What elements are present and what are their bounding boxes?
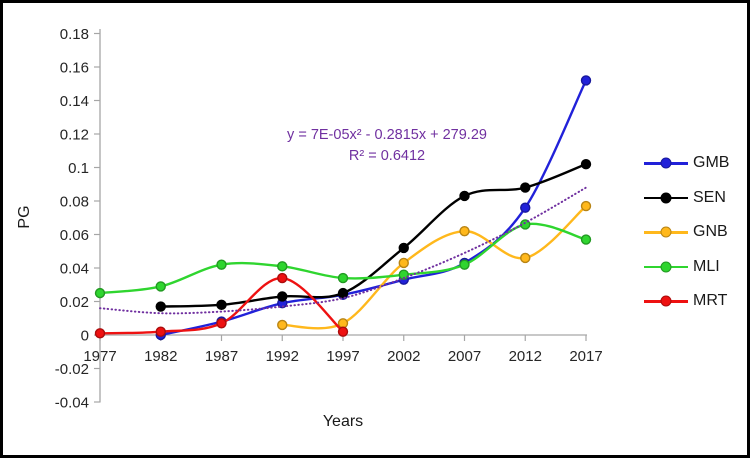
series-MRT	[94, 272, 349, 339]
legend-item-GMB: GMB	[644, 146, 744, 181]
legend-dot-icon	[660, 226, 672, 238]
data-point-SEN	[337, 287, 349, 299]
trendline-r-squared: R² = 0.6412	[348, 148, 426, 164]
y-tick-label: -0.04	[55, 394, 89, 411]
legend-item-SEN: SEN	[644, 181, 744, 216]
x-tick-label: 2002	[387, 348, 420, 365]
data-point-MLI	[337, 272, 349, 284]
y-tick-label: -0.02	[55, 361, 89, 378]
y-tick-label: 0.1	[68, 160, 89, 177]
data-point-GNB	[277, 319, 288, 331]
data-point-GNB	[580, 200, 592, 212]
data-point-SEN	[398, 242, 409, 254]
data-point-MLI	[216, 259, 227, 270]
data-point-MLI	[398, 269, 409, 280]
legend-dot-icon	[660, 192, 672, 204]
y-tick-label: 0.16	[60, 59, 89, 76]
y-tick-label: 0.04	[60, 260, 89, 277]
series-SEN	[155, 158, 592, 312]
legend-marker-SEN	[644, 192, 688, 204]
data-point-GNB	[459, 225, 470, 237]
x-tick-label: 2007	[448, 348, 481, 365]
data-point-MRT	[216, 318, 227, 329]
legend-marker-GMB	[644, 157, 688, 169]
data-point-MLI	[459, 259, 470, 270]
data-point-GMB	[580, 75, 592, 86]
series-GNB	[277, 200, 592, 331]
legend-label-SEN: SEN	[693, 188, 726, 206]
data-point-MRT	[155, 326, 166, 337]
trendline-dotted	[99, 186, 587, 315]
trendline-annotation: y = 7E-05x² - 0.2815x + 279.29 R² = 0.64…	[287, 125, 487, 167]
y-axis-title: PG	[16, 205, 33, 229]
data-point-MRT	[337, 326, 349, 337]
series-line-MRT	[98, 276, 345, 335]
legend-label-GMB: GMB	[693, 154, 730, 172]
x-tick-label: 1992	[266, 348, 299, 365]
data-point-SEN	[216, 299, 227, 311]
data-point-SEN	[520, 182, 531, 193]
x-tick-label: 2017	[569, 348, 602, 365]
data-point-MLI	[155, 281, 166, 292]
y-tick-label: 0	[81, 327, 89, 344]
x-tick-label: 1982	[144, 348, 177, 365]
axes: 0.18 0.16 0.14 0.12 0.1 0.08 0.06 0.04 0.02 0 -0.0…	[55, 26, 603, 412]
legend-marker-MLI	[644, 261, 688, 273]
x-axis-title: Years	[322, 413, 364, 430]
legend: GMB SEN GNB MLI MRT	[644, 146, 744, 319]
legend-item-MRT: MRT	[644, 284, 744, 319]
y-tick-label: 0.12	[60, 126, 89, 143]
trendline-equation: y = 7E-05x² - 0.2815x + 279.29	[287, 127, 487, 143]
data-point-MRT	[94, 328, 106, 339]
data-point-SEN	[155, 301, 166, 312]
x-tick-label: 1997	[326, 348, 359, 365]
legend-dot-icon	[660, 295, 672, 307]
legend-dot-icon	[660, 157, 672, 169]
data-point-MLI	[94, 287, 106, 299]
legend-marker-MRT	[644, 295, 688, 307]
y-tick-label: 0.18	[60, 26, 89, 43]
legend-label-GNB: GNB	[693, 223, 728, 241]
legend-marker-GNB	[644, 226, 688, 238]
legend-item-MLI: MLI	[644, 250, 744, 285]
plot-area: 0.18 0.16 0.14 0.12 0.1 0.08 0.06 0.04 0.02 0 -0.0…	[55, 26, 603, 412]
data-point-MLI	[277, 261, 288, 272]
data-point-MLI	[580, 234, 592, 245]
legend-label-MRT: MRT	[693, 292, 728, 310]
data-point-SEN	[580, 158, 592, 170]
data-point-GMB	[520, 202, 531, 213]
data-point-MRT	[277, 272, 288, 284]
x-tick-label: 2012	[509, 348, 542, 365]
y-tick-label: 0.14	[60, 93, 89, 110]
y-tick-label: 0.08	[60, 193, 89, 210]
x-tick-label: 1987	[205, 348, 238, 365]
data-point-SEN	[459, 190, 470, 202]
y-tick-label: 0.06	[60, 227, 89, 244]
legend-dot-icon	[660, 261, 672, 273]
data-point-GNB	[520, 252, 531, 264]
x-tick-label: 1977	[83, 348, 116, 365]
data-point-GNB	[398, 257, 409, 269]
series-MLI	[94, 219, 592, 299]
legend-item-GNB: GNB	[644, 215, 744, 250]
data-point-SEN	[277, 291, 288, 302]
y-tick-label: 0.02	[60, 294, 89, 311]
data-point-GNB	[337, 318, 349, 329]
legend-label-MLI: MLI	[693, 257, 720, 275]
